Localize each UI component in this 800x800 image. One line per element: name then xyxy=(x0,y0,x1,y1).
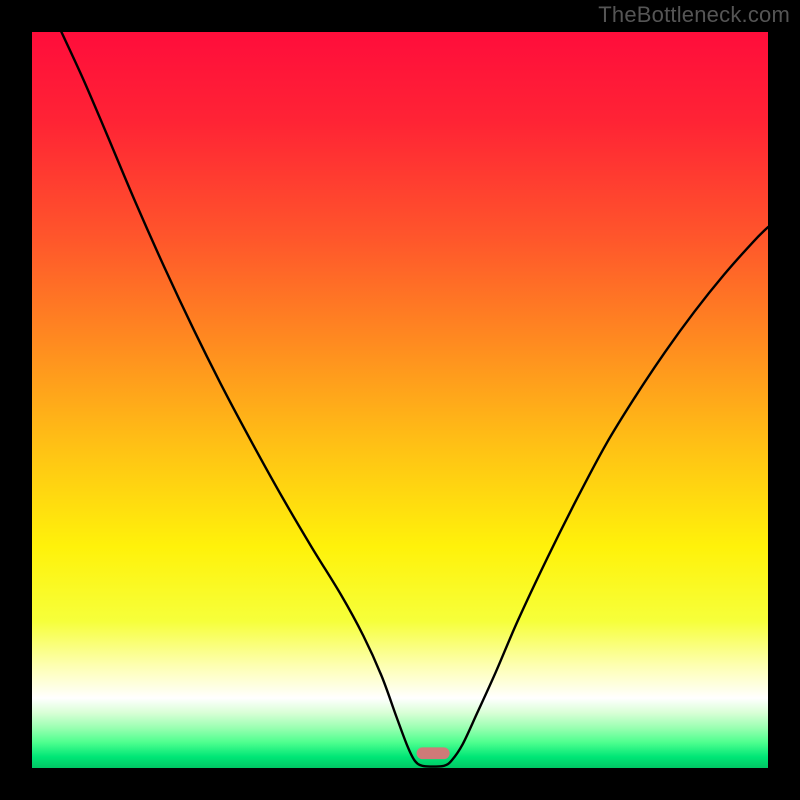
plot-background xyxy=(32,32,768,768)
chart-container: TheBottleneck.com xyxy=(0,0,800,800)
watermark-text: TheBottleneck.com xyxy=(598,2,790,28)
optimum-marker xyxy=(417,747,450,759)
bottleneck-chart xyxy=(0,0,800,800)
